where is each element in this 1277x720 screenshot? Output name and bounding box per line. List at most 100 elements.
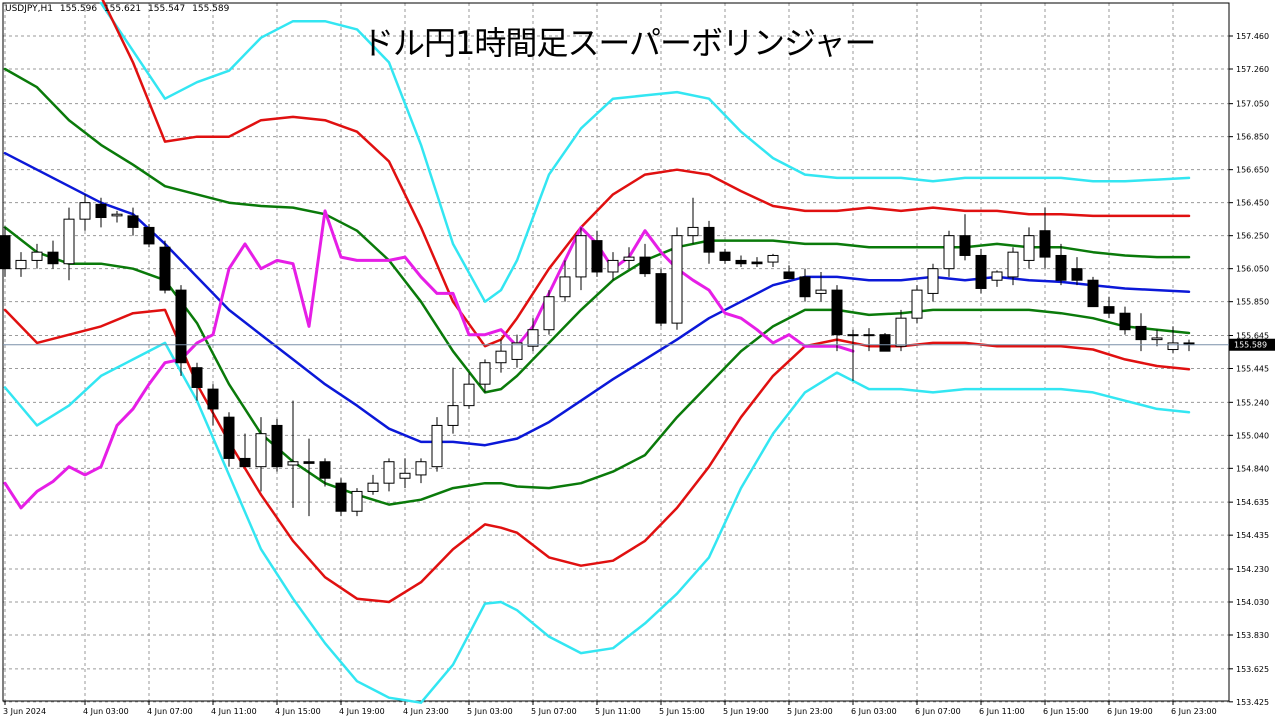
candle-body: [911, 289, 923, 319]
candle-body: [1119, 312, 1131, 331]
candle-body: [511, 342, 523, 360]
candle-body: [623, 256, 635, 261]
candle-body: [31, 251, 43, 261]
candle-body: [127, 215, 139, 228]
candle-body: [863, 334, 875, 337]
y-tick-label: 155.645: [1236, 331, 1269, 340]
close-value: 155.589: [192, 4, 230, 14]
y-tick-label: 153.425: [1236, 698, 1269, 707]
y-tick-label: 155.445: [1236, 365, 1269, 374]
y-tick-label: 156.850: [1236, 133, 1269, 142]
y-tick-label: 153.625: [1236, 665, 1269, 674]
candle-body: [959, 235, 971, 256]
candle-body: [575, 235, 587, 278]
series-line-lower3: [3, 341, 1191, 704]
x-tick-label: 6 Jun 23:00: [1171, 707, 1217, 716]
candle-body: [239, 457, 251, 468]
candle-body: [463, 383, 475, 407]
series-line-lagging: [3, 209, 855, 510]
candle-body: [831, 289, 843, 336]
candle-body: [975, 254, 987, 289]
candle-body: [207, 388, 219, 410]
y-tick-label: 154.030: [1236, 598, 1269, 607]
candle-body: [223, 416, 235, 459]
candle-body: [47, 251, 59, 265]
x-tick-label: 6 Jun 11:00: [979, 707, 1025, 716]
low-value: 155.547: [148, 4, 186, 14]
series-line-lower1: [3, 226, 1191, 506]
candle-body: [95, 203, 107, 219]
y-tick-label: 155.240: [1236, 398, 1269, 407]
plot-background: [3, 3, 1229, 701]
x-tick-label: 5 Jun 11:00: [595, 707, 641, 716]
candle-body: [543, 296, 555, 331]
candle-body: [991, 271, 1003, 281]
x-tick-label: 4 Jun 15:00: [275, 707, 321, 716]
open-value: 155.596: [59, 4, 98, 14]
y-tick-label: 154.230: [1236, 565, 1269, 574]
y-tick-label: 154.635: [1236, 498, 1269, 507]
candle-body: [655, 273, 667, 324]
candle-body: [1023, 235, 1035, 261]
candle-body: [447, 405, 459, 426]
x-tick-label: 4 Jun 03:00: [83, 707, 129, 716]
x-tick-label: 5 Jun 23:00: [787, 707, 833, 716]
series-line-upper1: [3, 67, 1191, 394]
symbol-label: USDJPY,H1: [5, 4, 53, 14]
y-tick-label: 154.435: [1236, 531, 1269, 540]
candle-body: [63, 218, 75, 265]
candle-body: [591, 240, 603, 273]
candle-body: [1039, 230, 1051, 258]
candle-body: [943, 235, 955, 270]
candle-body: [847, 334, 859, 337]
candle-body: [927, 268, 939, 294]
candle-body: [1135, 325, 1147, 341]
candle-body: [255, 433, 267, 468]
x-tick-label: 4 Jun 07:00: [147, 707, 193, 716]
candle-body: [719, 251, 731, 261]
candle-body: [1151, 337, 1163, 341]
y-tick-label: 157.260: [1236, 65, 1269, 74]
candle-body: [607, 259, 619, 273]
candle-body: [639, 256, 651, 275]
x-tick-label: 6 Jun 15:00: [1043, 707, 1089, 716]
candle-body: [0, 235, 11, 270]
current-price-box: [1229, 338, 1275, 351]
candle-body: [415, 461, 427, 476]
x-tick-label: 5 Jun 15:00: [659, 707, 705, 716]
candle-body: [287, 461, 299, 466]
x-tick-label: 5 Jun 19:00: [723, 707, 769, 716]
candle-body: [367, 482, 379, 492]
y-tick-label: 156.650: [1236, 166, 1269, 175]
candle-body: [895, 317, 907, 347]
y-tick-label: 156.050: [1236, 265, 1269, 274]
candle-body: [111, 213, 123, 217]
candle-body: [703, 226, 715, 253]
candle-body: [431, 424, 443, 468]
x-tick-label: 5 Jun 07:00: [531, 707, 577, 716]
y-tick-label: 157.050: [1236, 100, 1269, 109]
candle-body: [559, 276, 571, 298]
current-price-label: 155.589: [1234, 341, 1267, 350]
x-tick-label: 4 Jun 23:00: [403, 707, 449, 716]
candle-body: [175, 289, 187, 364]
y-tick-label: 155.040: [1236, 431, 1269, 440]
x-tick-label: 6 Jun 03:00: [851, 707, 897, 716]
candle-body: [751, 261, 763, 265]
y-tick-label: 157.460: [1236, 32, 1269, 41]
candle-body: [351, 490, 363, 512]
y-tick-label: 155.850: [1236, 298, 1269, 307]
candle-body: [479, 362, 491, 385]
candle-body: [1007, 251, 1019, 278]
candle-body: [783, 271, 795, 280]
candle-body: [271, 424, 283, 468]
candle-body: [15, 259, 27, 270]
y-tick-label: 156.250: [1236, 232, 1269, 241]
candle-body: [495, 350, 507, 364]
candle-body: [1055, 254, 1067, 281]
chart-title: ドル円1時間足スーパーボリンジャー: [362, 24, 876, 62]
candle-body: [735, 259, 747, 265]
candle-body: [1071, 268, 1083, 281]
